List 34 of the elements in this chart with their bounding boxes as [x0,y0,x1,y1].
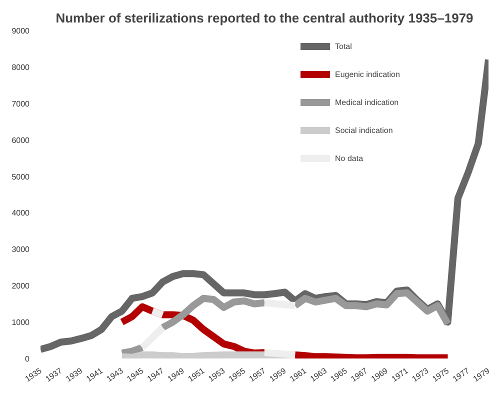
y-tick-label: 3000 [12,245,30,254]
legend-label: Total [335,42,353,50]
x-tick-label: 1973 [410,366,431,384]
y-tick-label: 1000 [12,318,30,328]
x-tick-label: 1943 [105,366,126,384]
y-tick-label: 9000 [12,26,30,36]
legend-label: Social indication [335,126,393,134]
y-tick-label: 6000 [12,136,30,145]
y-tick-label: 8000 [12,62,30,72]
y-tick-label: 2000 [12,282,30,291]
x-tick-label: 1949 [166,366,186,384]
y-tick-label: 7000 [12,99,30,108]
x-tick-label: 1939 [64,366,84,384]
y-tick-label: 0 [25,354,30,364]
chart-title: Number of sterilizations reported to the central authority 1935–1979 [56,10,474,26]
y-tick-label: 4000 [12,208,30,218]
legend-label: Medical indication [335,98,399,106]
x-tick-label: 1979 [472,366,492,384]
x-tick-label: 1951 [186,366,207,384]
legend-label: Eugenic indication [335,70,400,78]
x-tick-label: 1935 [24,366,44,384]
x-tick-label: 1945 [125,366,146,384]
y-tick-label: 5000 [12,172,30,182]
x-tick-label: 1971 [390,366,410,384]
legend-label: No data [335,154,364,162]
x-tick-label: 1975 [430,366,452,384]
x-tick-label: 1953 [206,366,228,384]
x-tick-label: 1955 [227,366,248,384]
x-tick-label: 1961 [288,366,308,384]
x-tick-label: 1965 [329,366,350,384]
x-tick-label: 1941 [84,366,105,384]
x-tick-label: 1963 [308,366,329,384]
x-tick-label: 1969 [370,366,390,384]
x-tick-label: 1959 [268,366,288,384]
